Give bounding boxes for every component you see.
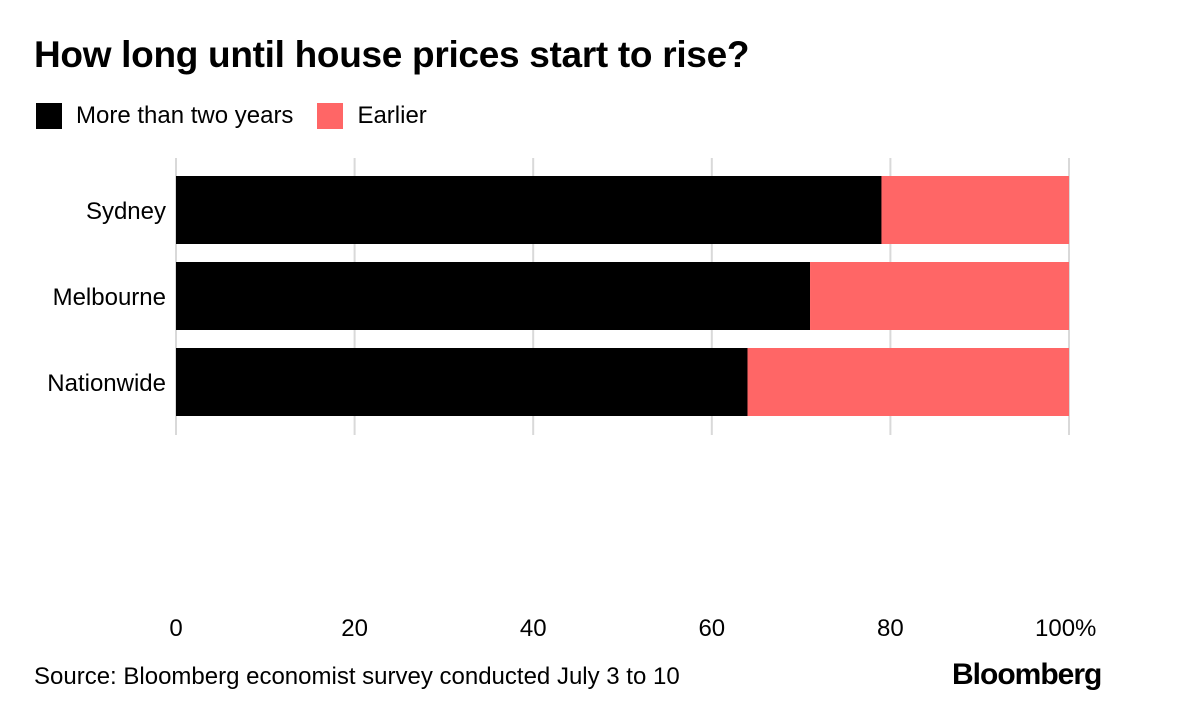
bar-nationwide-series-1 bbox=[747, 348, 1069, 416]
bar-nationwide-series-0 bbox=[176, 348, 748, 416]
category-label-melbourne: Melbourne bbox=[53, 284, 166, 311]
x-tick-label-3: 60 bbox=[698, 615, 725, 642]
x-tick-label-2: 40 bbox=[520, 615, 547, 642]
bloomberg-logo: Bloomberg bbox=[952, 658, 1102, 691]
x-tick-label-0: 0 bbox=[169, 615, 182, 642]
legend-label-earlier: Earlier bbox=[357, 102, 427, 129]
legend-item-earlier: Earlier bbox=[317, 102, 427, 130]
category-label-nationwide: Nationwide bbox=[47, 370, 166, 397]
x-tick-label-4: 80 bbox=[877, 615, 904, 642]
chart-title: How long until house prices start to ris… bbox=[34, 34, 750, 75]
x-tick-label-1: 20 bbox=[341, 615, 368, 642]
bar-melbourne-series-0 bbox=[176, 262, 811, 330]
legend-item-more-than-two-years: More than two years bbox=[36, 102, 293, 130]
legend-swatch-earlier bbox=[317, 103, 344, 129]
source-note: Source: Bloomberg economist survey condu… bbox=[34, 663, 680, 690]
chart-legend: More than two years Earlier bbox=[36, 102, 451, 130]
x-tick-label-5: 100% bbox=[1035, 615, 1096, 642]
legend-swatch-more-than-two-years bbox=[36, 103, 62, 129]
category-label-sydney: Sydney bbox=[86, 198, 166, 225]
bar-sydney-series-0 bbox=[176, 176, 882, 244]
bar-melbourne-series-1 bbox=[810, 262, 1069, 330]
legend-label-more-than-two-years: More than two years bbox=[76, 102, 294, 129]
bar-sydney-series-1 bbox=[881, 176, 1069, 244]
